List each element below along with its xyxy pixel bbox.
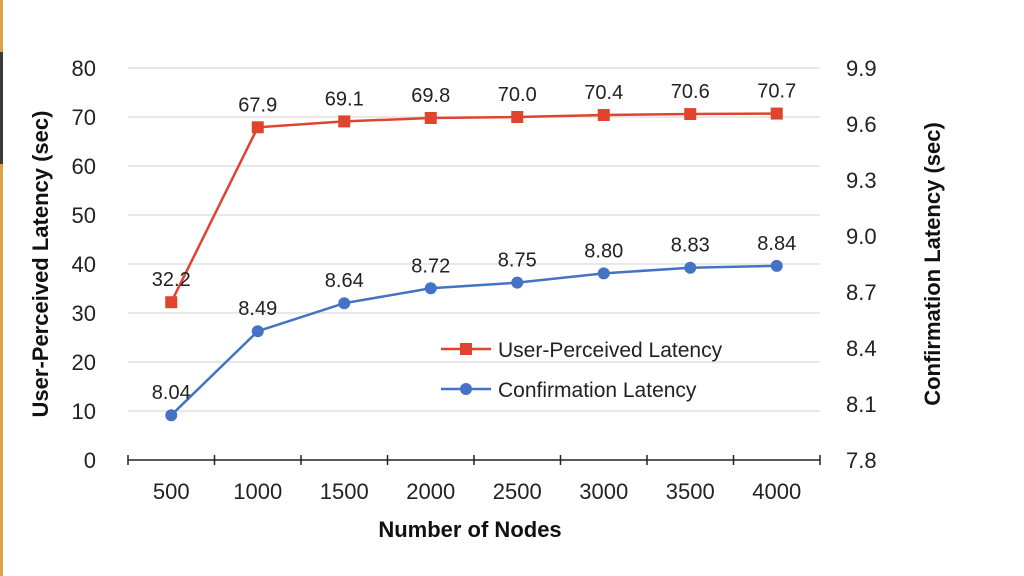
slide-edge-accent (0, 0, 3, 576)
user-perceived-data-label: 69.8 (411, 85, 450, 107)
confirmation-point (338, 297, 351, 310)
x-tick-label: 1000 (233, 479, 282, 504)
legend-label-user-perceived: User-Perceived Latency (498, 339, 723, 362)
right-tick-label: 9.6 (846, 112, 877, 137)
user-perceived-point (770, 107, 783, 120)
left-tick-label: 30 (72, 301, 96, 326)
user-perceived-data-label: 70.6 (671, 81, 710, 103)
right-tick-label: 8.4 (846, 336, 877, 361)
legend-marker-circle (460, 383, 472, 395)
x-tick-label: 3000 (579, 479, 628, 504)
right-axis-title: Confirmation Latency (sec) (920, 122, 945, 406)
x-axis: 500 1000 1500 2000 2500 3000 3500 4000 (127, 455, 821, 504)
confirmation-data-label: 8.49 (238, 298, 277, 320)
user-perceived-point (684, 108, 697, 121)
user-perceived-point (165, 296, 178, 309)
confirmation-data-label: 8.04 (152, 382, 191, 404)
right-tick-label: 7.8 (846, 448, 877, 473)
confirmation-point (511, 276, 524, 289)
right-tick-label: 9.9 (846, 56, 877, 81)
left-tick-label: 80 (72, 56, 96, 81)
confirmation-data-label: 8.72 (411, 255, 450, 277)
right-tick-label: 8.1 (846, 392, 877, 417)
confirmation-point (770, 259, 783, 272)
user-perceived-line (170, 112, 777, 303)
x-axis-title: Number of Nodes (378, 517, 561, 542)
user-perceived-point (511, 111, 524, 123)
user-perceived-data-label: 32.2 (152, 269, 191, 291)
left-axis-title: User-Perceived Latency (sec) (28, 111, 53, 418)
left-tick-label: 10 (72, 399, 96, 424)
x-tick-label: 1500 (320, 479, 369, 504)
confirmation-point (597, 267, 610, 280)
x-tick-label: 4000 (752, 479, 801, 504)
left-tick-label: 0 (84, 448, 96, 473)
user-perceived-data-label: 69.1 (325, 88, 364, 110)
slide-edge-dark (0, 52, 3, 164)
confirmation-data-label: 8.64 (325, 270, 364, 292)
user-perceived-data-label: 67.9 (238, 94, 277, 116)
confirmation-point (165, 409, 178, 422)
right-tick-label: 8.7 (846, 280, 877, 305)
user-perceived-data-label: 70.0 (498, 84, 537, 106)
user-perceived-point (251, 121, 264, 134)
user-perceived-data-label: 70.4 (584, 82, 623, 104)
x-tick-label: 3500 (666, 479, 715, 504)
confirmation-point (424, 282, 437, 295)
x-tick-label: 2500 (493, 479, 542, 504)
x-tick-label: 500 (153, 479, 190, 504)
confirmation-point (251, 325, 264, 338)
left-tick-label: 50 (72, 203, 96, 228)
confirmation-data-label: 8.75 (498, 250, 537, 272)
left-axis-ticks: 0 10 20 30 40 50 60 70 80 (72, 56, 96, 473)
legend: User-Perceived Latency Confirmation Late… (441, 339, 723, 402)
series-group (165, 107, 783, 422)
confirmation-line (170, 264, 777, 417)
right-tick-label: 9.3 (846, 168, 877, 193)
user-perceived-data-label: 70.7 (757, 81, 796, 103)
x-tick-label: 2000 (406, 479, 455, 504)
user-perceived-point (597, 109, 610, 122)
legend-marker-square (460, 343, 472, 355)
confirmation-data-label: 8.84 (757, 233, 796, 255)
confirmation-data-label: 8.80 (584, 240, 623, 262)
left-tick-label: 40 (72, 252, 96, 277)
gridlines (128, 67, 820, 412)
data-labels: 32.2 67.9 69.1 69.8 70.0 70.4 70.6 70.7 8.04 8.49… (152, 81, 796, 405)
user-perceived-point (338, 115, 351, 128)
left-tick-label: 70 (72, 105, 96, 130)
confirmation-data-label: 8.83 (671, 235, 710, 257)
user-perceived-point (424, 111, 437, 124)
legend-label-confirmation: Confirmation Latency (498, 379, 697, 402)
left-tick-label: 60 (72, 154, 96, 179)
left-tick-label: 20 (72, 350, 96, 375)
confirmation-point (684, 261, 697, 274)
right-tick-label: 9.0 (846, 224, 877, 249)
right-axis-ticks: 7.8 8.1 8.4 8.7 9.0 9.3 9.6 9.9 (846, 56, 877, 473)
